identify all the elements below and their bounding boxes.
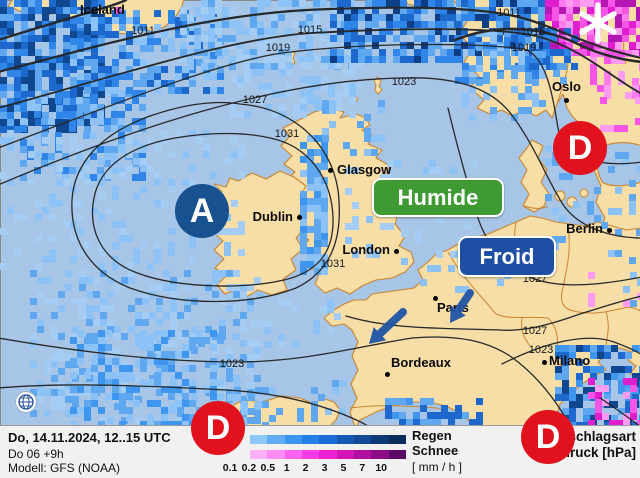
snow-scale-segment: [319, 450, 337, 459]
legend-tick: 3: [321, 462, 328, 474]
snow-legend-label: Schnee: [412, 443, 459, 458]
rain-scale-segment: [388, 435, 406, 444]
legend-snow-bar: [250, 450, 406, 459]
snowflake-icon: [579, 2, 617, 44]
snow-scale-segment: [336, 450, 354, 459]
precip-type-label: Niederschlagsart: [526, 429, 636, 444]
snow-scale-segment: [371, 450, 389, 459]
precipitation-layer: [0, 0, 640, 436]
danish-island: [579, 188, 589, 198]
snow-scale-segment: [284, 450, 302, 459]
snow-scale-segment: [353, 450, 372, 459]
legend-tick: 10: [375, 462, 388, 474]
legend-tick: 0.1: [222, 462, 238, 474]
rain-scale-segment: [371, 435, 389, 444]
legend-rain-bar: [250, 435, 406, 444]
legend-tick: 7: [359, 462, 366, 474]
legend-tick: 5: [340, 462, 347, 474]
legend-tick: 2: [302, 462, 309, 474]
model-label: Modell: GFS (NOAA): [8, 461, 121, 475]
rain-scale-segment: [301, 435, 320, 444]
pressure-unit-label: Luftdruck [hPa]: [536, 445, 636, 460]
legend-tick: 1: [283, 462, 290, 474]
rain-scale-segment: [284, 435, 302, 444]
date-label: Do, 14.11.2024, 12..15 UTC: [8, 430, 171, 445]
rain-legend-label: Regen: [412, 428, 452, 443]
danish-island: [554, 190, 566, 202]
legend-tick: 0.2: [241, 462, 257, 474]
info-bar: Do, 14.11.2024, 12..15 UTC Do 06 +9h Mod…: [0, 425, 640, 478]
snow-scale-segment: [388, 450, 406, 459]
snow-scale-segment: [250, 450, 268, 459]
denmark: [518, 139, 550, 213]
snow-scale-segment: [267, 450, 285, 459]
rain-scale-segment: [353, 435, 372, 444]
legend-unit-label: [ mm / h ]: [412, 460, 463, 474]
rain-scale-segment: [250, 435, 268, 444]
run-label: Do 06 +9h: [8, 447, 64, 461]
rain-scale-segment: [267, 435, 285, 444]
rain-scale-segment: [319, 435, 337, 444]
rain-scale-segment: [336, 435, 354, 444]
legend-tick: 0.5: [260, 462, 276, 474]
snow-scale-segment: [301, 450, 320, 459]
